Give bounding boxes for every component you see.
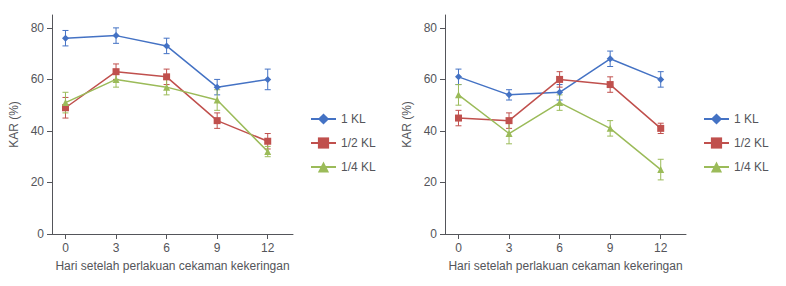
svg-text:3: 3 [113, 241, 120, 255]
svg-text:80: 80 [424, 21, 438, 35]
svg-text:0: 0 [455, 241, 462, 255]
svg-text:60: 60 [31, 72, 45, 86]
svg-text:80: 80 [31, 21, 45, 35]
svg-text:40: 40 [424, 124, 438, 138]
svg-text:6: 6 [556, 241, 563, 255]
svg-text:0: 0 [37, 227, 44, 241]
svg-text:KAR (%): KAR (%) [400, 101, 414, 148]
svg-text:1/2 KL: 1/2 KL [341, 136, 376, 150]
svg-text:0: 0 [62, 241, 69, 255]
svg-text:1/4 KL: 1/4 KL [341, 160, 376, 174]
svg-text:60: 60 [424, 72, 438, 86]
svg-text:6: 6 [163, 241, 170, 255]
svg-text:9: 9 [607, 241, 614, 255]
svg-text:12: 12 [654, 241, 668, 255]
svg-text:20: 20 [31, 175, 45, 189]
svg-text:9: 9 [214, 241, 221, 255]
svg-text:Hari setelah perlakuan cekaman: Hari setelah perlakuan cekaman kekeringa… [55, 259, 289, 273]
svg-text:1/2 KL: 1/2 KL [734, 136, 769, 150]
svg-text:20: 20 [424, 175, 438, 189]
svg-text:40: 40 [31, 124, 45, 138]
svg-text:1 KL: 1 KL [734, 112, 759, 126]
svg-text:KAR (%): KAR (%) [7, 101, 21, 148]
svg-text:1/4 KL: 1/4 KL [734, 160, 769, 174]
svg-text:Hari setelah perlakuan cekaman: Hari setelah perlakuan cekaman kekeringa… [448, 259, 682, 273]
svg-text:3: 3 [506, 241, 513, 255]
svg-text:0: 0 [430, 227, 437, 241]
svg-text:12: 12 [261, 241, 275, 255]
svg-text:1 KL: 1 KL [341, 112, 366, 126]
